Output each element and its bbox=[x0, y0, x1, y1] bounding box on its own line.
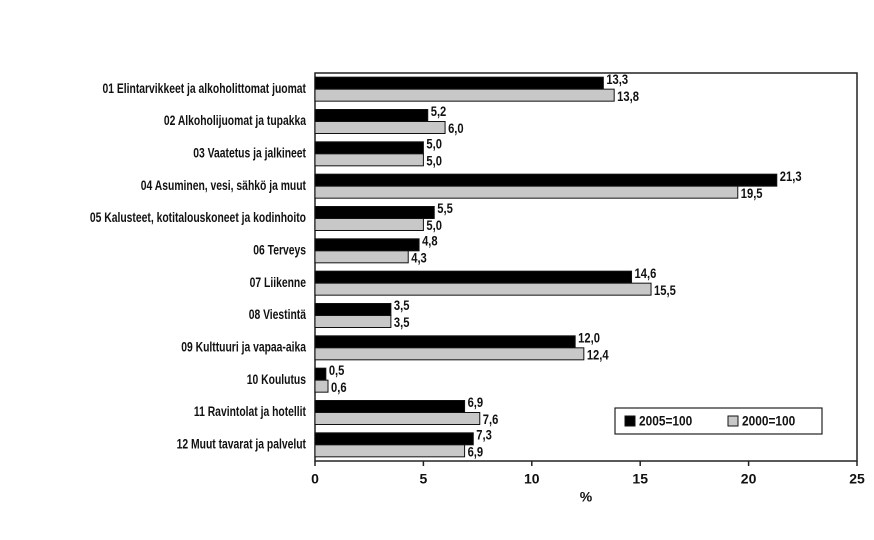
bar bbox=[314, 270, 633, 284]
value-label: 5,0 bbox=[426, 153, 442, 168]
bar bbox=[314, 153, 424, 167]
value-label: 3,5 bbox=[394, 298, 410, 313]
value-label: 12,0 bbox=[578, 330, 600, 345]
x-tick-label: 10 bbox=[524, 471, 540, 487]
y-tick-label: 03 Vaatetus ja jalkineet bbox=[193, 145, 306, 161]
value-label: 6,0 bbox=[448, 121, 464, 136]
plot-frame bbox=[314, 72, 858, 462]
bar bbox=[314, 185, 739, 199]
x-axis-label: % bbox=[580, 489, 593, 505]
bar bbox=[314, 400, 466, 413]
bar bbox=[314, 412, 481, 425]
value-label: 21,3 bbox=[780, 169, 802, 184]
value-label: 5,0 bbox=[426, 218, 442, 233]
value-label: 6,9 bbox=[468, 395, 484, 410]
bar bbox=[314, 141, 424, 155]
bar bbox=[314, 444, 466, 458]
y-tick-label: 09 Kulttuuri ja vapaa-aika bbox=[181, 339, 306, 355]
bar bbox=[314, 109, 429, 122]
value-label: 7,3 bbox=[476, 427, 492, 442]
value-label: 6,9 bbox=[468, 444, 484, 459]
value-label: 5,2 bbox=[431, 104, 447, 119]
y-tick-label: 06 Terveys bbox=[253, 242, 306, 258]
legend-label: 2005=100 bbox=[639, 413, 692, 429]
value-label: 7,6 bbox=[483, 412, 499, 427]
value-label: 14,6 bbox=[635, 266, 657, 281]
value-label: 3,5 bbox=[394, 315, 410, 330]
value-label: 4,3 bbox=[411, 250, 427, 265]
bar bbox=[314, 303, 392, 316]
x-tick-label: 0 bbox=[311, 471, 319, 487]
bar bbox=[314, 367, 327, 381]
value-label: 13,8 bbox=[617, 89, 639, 104]
bar bbox=[314, 379, 329, 393]
bar bbox=[314, 432, 474, 446]
value-label: 4,8 bbox=[422, 233, 438, 248]
x-tick-label: 25 bbox=[849, 471, 865, 487]
x-tick-label: 5 bbox=[420, 471, 428, 487]
value-label: 19,5 bbox=[741, 186, 763, 201]
bar bbox=[314, 238, 420, 252]
y-tick-label: 02 Alkoholijuomat ja tupakka bbox=[164, 113, 306, 129]
bar bbox=[314, 173, 778, 187]
y-tick-label: 10 Koulutus bbox=[247, 371, 306, 387]
bar bbox=[314, 218, 424, 231]
bar bbox=[314, 76, 604, 90]
legend-swatch bbox=[624, 415, 636, 427]
bar bbox=[314, 282, 652, 296]
y-tick-label: 05 Kalusteet, kotitalouskoneet ja kodinh… bbox=[90, 210, 307, 226]
y-tick-label: 07 Liikenne bbox=[250, 274, 306, 290]
y-tick-label: 12 Muut tavarat ja palvelut bbox=[177, 436, 306, 452]
bar bbox=[314, 335, 576, 349]
bar bbox=[314, 250, 409, 264]
value-label: 5,0 bbox=[426, 136, 442, 151]
y-tick-label: 11 Ravintolat ja hotellit bbox=[194, 404, 306, 420]
bar bbox=[314, 315, 392, 328]
legend-frame bbox=[614, 407, 823, 435]
x-tick-label: 20 bbox=[741, 471, 757, 487]
x-tick-label: 15 bbox=[632, 471, 648, 487]
value-label: 0,5 bbox=[329, 363, 345, 378]
value-label: 5,5 bbox=[437, 201, 453, 216]
legend-swatch bbox=[727, 415, 739, 427]
bar bbox=[314, 121, 446, 134]
y-tick-label: 01 Elintarvikkeet ja alkoholittomat juom… bbox=[102, 80, 306, 96]
bar bbox=[314, 347, 585, 361]
bar bbox=[314, 88, 615, 102]
legend-label: 2000=100 bbox=[742, 413, 795, 429]
y-tick-label: 08 Viestintä bbox=[249, 307, 306, 323]
value-label: 15,5 bbox=[654, 283, 676, 298]
y-tick-label: 04 Asuminen, vesi, sähkö ja muut bbox=[141, 177, 306, 193]
value-label: 0,6 bbox=[331, 380, 347, 395]
value-label: 13,3 bbox=[606, 72, 628, 87]
value-label: 12,4 bbox=[587, 347, 609, 362]
bar bbox=[314, 206, 435, 219]
